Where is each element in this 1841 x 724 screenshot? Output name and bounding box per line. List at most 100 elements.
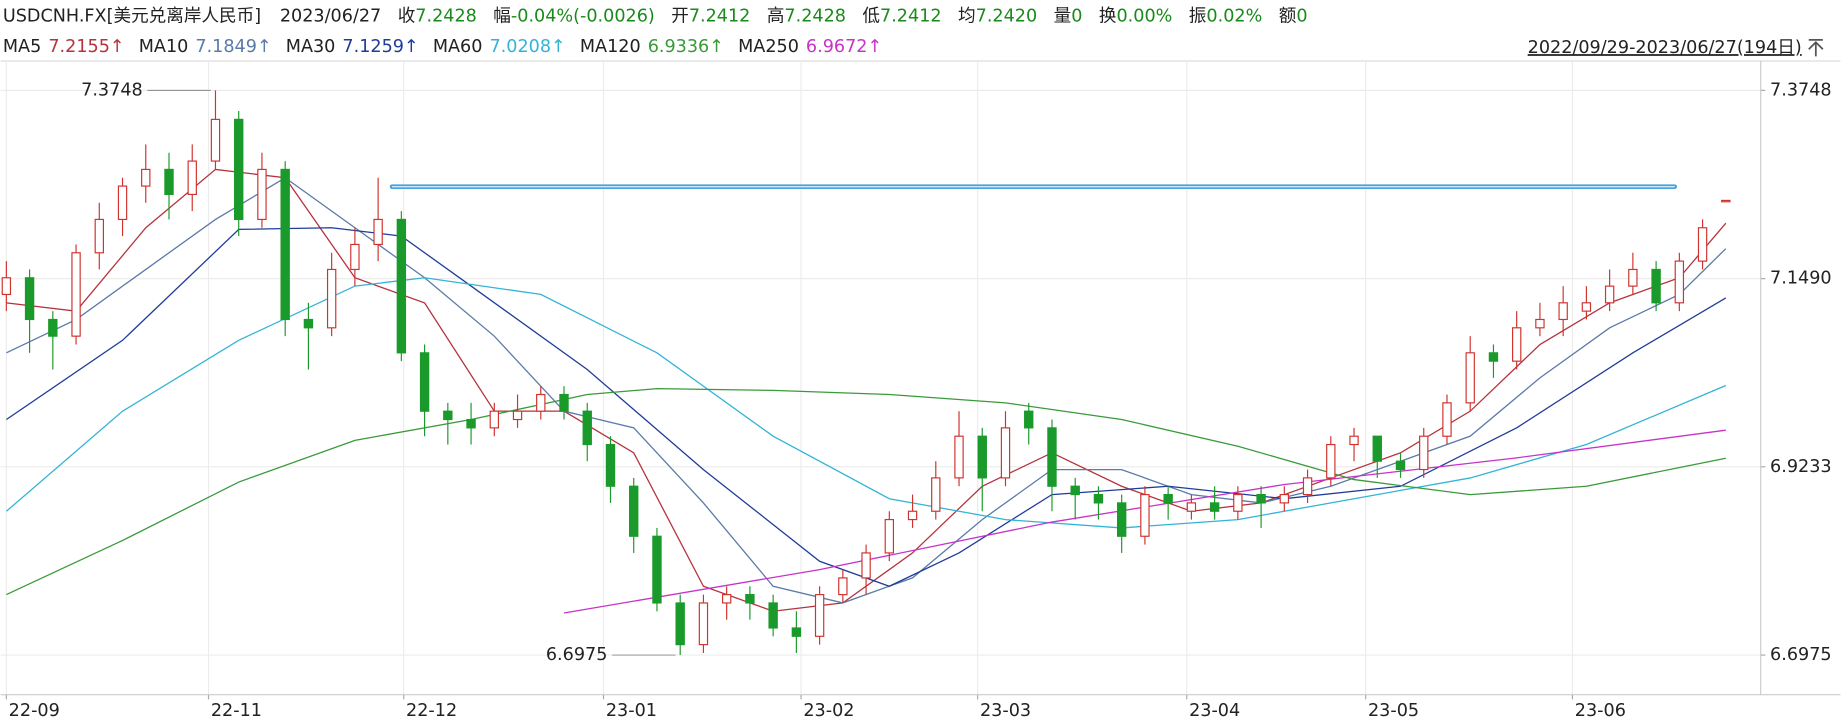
candle-body (234, 118, 244, 221)
candle-body (675, 602, 685, 646)
candle-body (1465, 352, 1475, 404)
annotation-label: 6.6975 (546, 645, 608, 665)
stat-label: 开 (671, 6, 689, 26)
x-tick-label: 23-04 (1189, 701, 1240, 721)
candle-body (1628, 268, 1638, 287)
candle-body (582, 410, 592, 446)
candle-body (1419, 435, 1429, 471)
ma-legend: MA5 7.2155↑ MA10 7.1849↑ MA30 7.1259↑ MA60 7.02… (3, 37, 882, 57)
candle-body (1674, 260, 1685, 304)
candle-body (1651, 268, 1661, 304)
candle-body (1116, 502, 1127, 537)
candle-body (791, 627, 802, 637)
stat-value: 7.2420 (976, 6, 1038, 26)
symbol: USDCNH.FX[美元兑离岸人民币] (3, 6, 261, 26)
candle-body (559, 393, 569, 412)
date-range[interactable]: 2022/09/29-2023/06/27(194日) (1528, 38, 1802, 58)
candle-body (1209, 502, 1220, 512)
candle-body (1000, 427, 1011, 479)
candle-body (419, 352, 430, 412)
candle-body (1372, 435, 1382, 462)
y-tick-label: 6.6975 (1770, 645, 1832, 665)
stat-value: 0 (1071, 6, 1082, 26)
candle-body (1721, 199, 1731, 203)
candle-body (1047, 427, 1057, 487)
candle-body (1233, 493, 1243, 512)
stat-value: 0 (1296, 6, 1307, 26)
candle-body (721, 594, 732, 604)
candle-body (1581, 302, 1592, 312)
candle-body (536, 393, 546, 412)
candle-body (71, 252, 81, 337)
candle-body (1256, 493, 1266, 504)
x-tick-label: 23-03 (980, 701, 1031, 721)
candle-body (1186, 502, 1197, 512)
candle-body (141, 168, 151, 187)
candle-body (164, 168, 174, 196)
ma-line (6, 387, 1726, 596)
legend-name: MA10 (139, 37, 189, 57)
candle-body (745, 594, 755, 604)
candle-body (1697, 227, 1708, 262)
candle-body (977, 435, 987, 479)
y-tick-label: 6.9233 (1770, 457, 1832, 477)
x-tick-label: 23-05 (1368, 701, 1419, 721)
legend-value: 6.9672↑ (806, 37, 882, 57)
y-tick-label: 7.1490 (1770, 269, 1832, 289)
legend-value: 7.2155↑ (48, 37, 124, 57)
candle-body (1604, 285, 1615, 304)
stat-value: 0.02% (1206, 6, 1262, 26)
candle-body (117, 185, 128, 221)
candle-body (94, 218, 104, 254)
stat-value: 7.2428 (415, 6, 477, 26)
legend-value: 7.0208↑ (489, 37, 565, 57)
ma-line (6, 168, 1727, 612)
stat-value: 7.2412 (880, 6, 942, 26)
candle-body (931, 477, 941, 512)
candle-body (466, 418, 476, 429)
candle-body (1302, 477, 1313, 496)
x-tick-label: 22-12 (406, 701, 457, 721)
stat-label: 振 (1189, 6, 1207, 26)
stat-label: 均 (958, 6, 976, 26)
candle-body (1024, 410, 1034, 429)
legend-name: MA120 (580, 37, 641, 57)
candle-body (605, 443, 616, 487)
candle-body (187, 160, 197, 196)
stat-label: 高 (767, 6, 785, 26)
candle-body (1093, 493, 1104, 504)
legend-name: MA30 (286, 37, 336, 57)
candle-body (838, 577, 848, 596)
quote-date: 2023/06/27 (280, 6, 381, 26)
x-tick-label: 23-02 (803, 701, 854, 721)
candle-body (257, 168, 267, 221)
candle-body (443, 410, 453, 421)
candle-body (512, 410, 523, 421)
stat-value: -0.04%(-0.0026) (511, 6, 655, 26)
candle-body (1349, 435, 1359, 446)
ma-line (6, 177, 1727, 604)
candle-body (1488, 352, 1499, 362)
legend-value: 6.9336↑ (648, 37, 724, 57)
candle-body (907, 510, 918, 521)
menu-icon[interactable] (1808, 39, 1824, 57)
legend-name: MA60 (433, 37, 483, 57)
candle-body (1070, 485, 1080, 496)
candle-body (814, 594, 825, 637)
candle-body (326, 268, 337, 329)
candle-body (303, 318, 314, 329)
stat-label: 收 (398, 6, 416, 26)
legend-name: MA250 (738, 37, 799, 57)
candle-body (24, 277, 35, 321)
candle-body (1163, 493, 1173, 504)
candle-body (280, 168, 290, 321)
legend-name: MA5 (3, 37, 41, 57)
stat-label: 换 (1099, 6, 1117, 26)
candle-body (48, 318, 58, 337)
candle-body (1, 277, 12, 296)
ma-line (5, 277, 1727, 529)
candle-body (884, 518, 895, 554)
candle-body (629, 485, 639, 537)
stat-value: 7.2412 (689, 6, 751, 26)
